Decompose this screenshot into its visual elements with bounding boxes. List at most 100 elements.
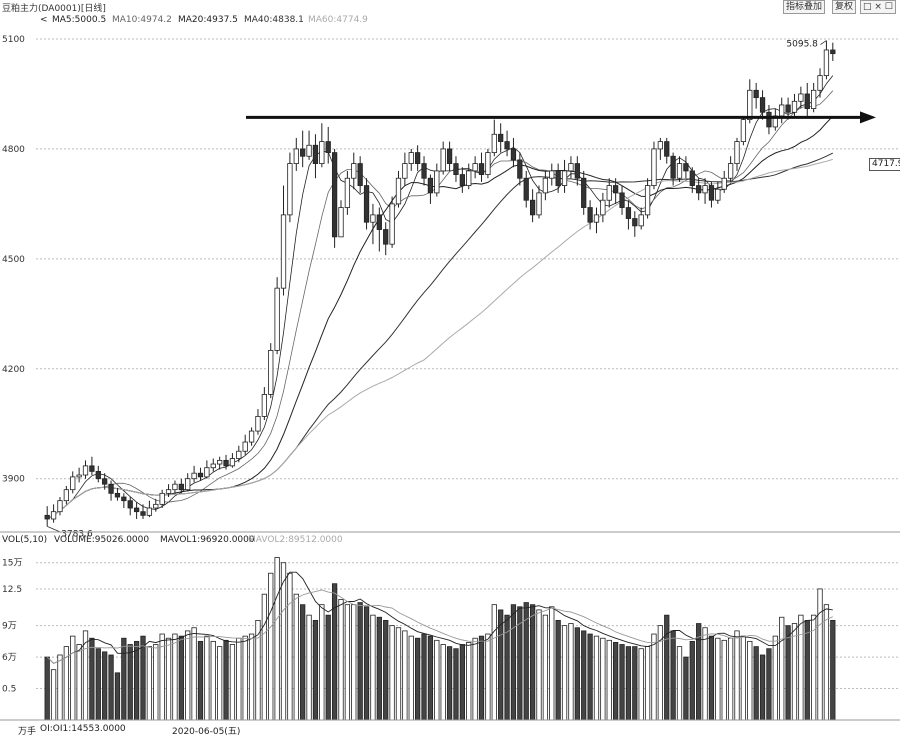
volume-bar <box>798 614 804 721</box>
volume-bar <box>344 604 351 721</box>
volume-bar <box>466 642 472 721</box>
volume-bar <box>357 602 363 721</box>
candle-body <box>446 148 453 164</box>
candle-body <box>478 163 485 175</box>
volume-bar <box>804 619 810 721</box>
volume-bar <box>191 627 197 721</box>
vol-mavol1: MAVOL1:96920.0000 <box>160 535 255 545</box>
candle-body <box>223 459 229 467</box>
candle-body <box>133 507 140 513</box>
window-controls[interactable]: □ × ☐ <box>860 0 896 14</box>
candle-body <box>644 185 651 216</box>
indicator-overlay-button[interactable]: 指标叠加 <box>783 0 826 14</box>
candle-body <box>63 489 69 502</box>
candle-body <box>715 188 721 201</box>
volume-bar <box>376 616 382 721</box>
ma-prefix[interactable]: < <box>40 15 48 25</box>
last-price-tag: 4717.9 <box>869 158 900 171</box>
volume-bar <box>242 635 248 721</box>
volume-bar <box>747 640 753 721</box>
vol-volume: VOLUME:95026.0000 <box>54 535 150 545</box>
volume-ma-lines <box>46 571 833 664</box>
volume-bar <box>165 637 172 721</box>
volume-bar <box>217 646 223 721</box>
candle-body <box>242 441 248 452</box>
ma10-label: MA10:4974.2 <box>112 15 172 25</box>
candle-body <box>331 152 338 238</box>
volume-bar <box>312 619 319 721</box>
volume-bar <box>248 633 255 721</box>
candle-body <box>427 177 434 194</box>
volume-bar <box>402 630 408 721</box>
volume-tick-label: 15万 <box>2 559 22 569</box>
volume-bar <box>434 639 440 721</box>
adjust-button[interactable]: 复权 <box>832 0 857 14</box>
oi-label: OI:OI1:14553.0000 <box>40 724 126 734</box>
volume-bar <box>702 627 708 721</box>
volume-bar <box>363 606 370 721</box>
volume-tick-label: 12.5 <box>2 585 22 595</box>
candle-body <box>581 177 587 208</box>
volume-bar <box>146 646 153 721</box>
candle-body <box>229 458 236 467</box>
mavol5-line <box>46 571 833 664</box>
candle-body <box>734 141 740 164</box>
volume-bar <box>133 640 140 721</box>
mavol10-line <box>46 589 833 664</box>
candle-body <box>600 199 606 216</box>
volume-bar <box>102 651 108 721</box>
candle-body <box>95 470 101 480</box>
candle-body <box>268 350 274 395</box>
candle-body <box>606 185 612 201</box>
candle-body <box>536 192 542 216</box>
candle-body <box>498 133 504 142</box>
volume-bar <box>587 633 593 721</box>
candle-body <box>657 141 663 150</box>
volume-bar <box>689 640 695 721</box>
volume-bar <box>459 644 465 721</box>
volume-bar <box>440 644 446 721</box>
price-tick-label: 4200 <box>2 365 25 375</box>
candle-body <box>587 207 593 223</box>
volume-bar <box>740 635 747 721</box>
volume-bar <box>734 630 740 721</box>
high-label: 5095.8 <box>786 40 818 50</box>
candle-body <box>619 192 625 208</box>
price-grid <box>36 38 900 480</box>
volume-bar <box>785 625 791 721</box>
candle-body <box>651 148 657 186</box>
candle-body <box>402 163 408 179</box>
candle-body <box>472 163 478 172</box>
volume-bar <box>415 637 421 721</box>
volume-bar <box>574 627 580 721</box>
candle-body <box>312 144 319 164</box>
candle-body <box>153 503 159 509</box>
candle-body <box>632 218 638 227</box>
price-tick-label: 5100 <box>2 35 25 45</box>
volume-bars <box>44 557 836 721</box>
volume-bar <box>89 637 95 721</box>
candle-body <box>759 97 766 113</box>
candle-body <box>466 170 472 186</box>
volume-bar <box>683 656 689 721</box>
candle-body <box>165 489 172 494</box>
candle-body <box>453 163 459 175</box>
candle-body <box>830 49 836 55</box>
candle-body <box>197 472 204 478</box>
volume-bar <box>727 637 734 721</box>
candle-body <box>57 500 63 513</box>
candle-body <box>504 141 510 150</box>
candle-body <box>236 450 242 459</box>
candle-body <box>510 148 517 161</box>
candle-body <box>683 163 689 172</box>
candle-body <box>779 104 785 117</box>
volume-bar <box>606 639 612 721</box>
volume-bar <box>491 604 497 721</box>
candle-body <box>300 148 306 157</box>
volume-bar <box>370 614 376 721</box>
volume-bar <box>172 633 178 721</box>
candle-body <box>82 465 89 476</box>
ma5-label: MA5:5000.5 <box>52 15 107 25</box>
candles <box>44 40 836 527</box>
